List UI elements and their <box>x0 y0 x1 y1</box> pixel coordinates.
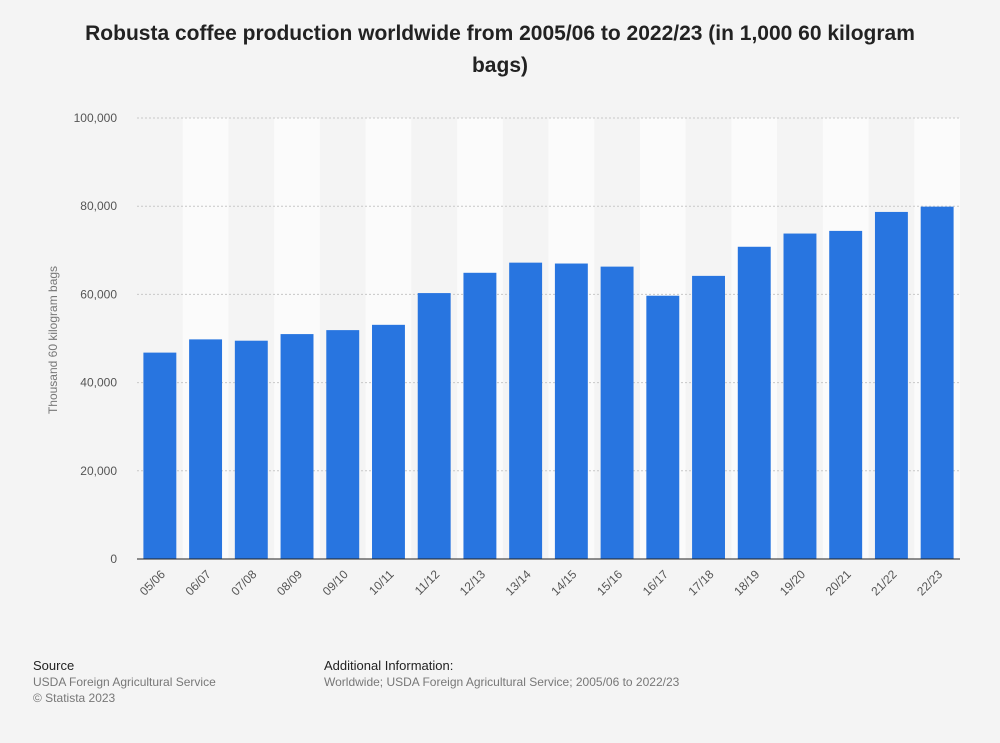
x-tick-13/14: 13/14 <box>503 567 534 598</box>
bars <box>143 206 954 560</box>
chart-title: Robusta coffee production worldwide from… <box>85 22 915 77</box>
bar-14/15[interactable] <box>554 263 588 559</box>
bar-16/17[interactable] <box>646 295 680 559</box>
bar-21/22[interactable] <box>874 211 908 560</box>
x-tick-15/16: 15/16 <box>594 567 625 598</box>
x-tick-10/11: 10/11 <box>366 567 397 598</box>
y-tick-0: 0 <box>110 552 117 566</box>
bar-08/09[interactable] <box>280 334 314 559</box>
x-tick-09/10: 09/10 <box>320 567 351 598</box>
bar-13/14[interactable] <box>509 262 543 559</box>
bar-06/07[interactable] <box>189 339 223 559</box>
y-tick-20000: 20,000 <box>80 464 117 478</box>
x-tick-12/13: 12/13 <box>457 567 488 598</box>
bar-17/18[interactable] <box>692 275 725 559</box>
bar-11/12[interactable] <box>417 293 451 559</box>
bar-09/10[interactable] <box>326 330 360 559</box>
additional-info-heading: Additional Information: <box>324 658 454 673</box>
bar-22/23[interactable] <box>920 206 954 560</box>
x-tick-19/20: 19/20 <box>777 567 808 598</box>
y-tick-labels: 0 20,000 40,000 60,000 80,000 100,000 <box>74 111 118 566</box>
bar-20/21[interactable] <box>829 230 863 559</box>
bar-18/19[interactable] <box>737 246 771 559</box>
bar-19/20[interactable] <box>783 233 817 560</box>
copyright-line[interactable]: © Statista 2023 <box>33 691 116 705</box>
source-block: Source USDA Foreign Agricultural Service… <box>33 658 216 706</box>
bar-07/08[interactable] <box>234 340 268 559</box>
x-tick-07/08: 07/08 <box>228 567 259 598</box>
y-tick-60000: 60,000 <box>80 287 117 301</box>
x-tick-22/23: 22/23 <box>914 567 945 598</box>
x-tick-08/09: 08/09 <box>274 567 305 598</box>
x-tick-18/19: 18/19 <box>731 567 762 598</box>
y-tick-40000: 40,000 <box>80 376 117 390</box>
x-tick-05/06: 05/06 <box>137 567 168 598</box>
x-tick-20/21: 20/21 <box>823 567 854 598</box>
bar-15/16[interactable] <box>600 266 634 559</box>
additional-info-block: Additional Information: Worldwide; USDA … <box>324 658 679 690</box>
y-tick-100000: 100,000 <box>74 111 118 125</box>
x-tick-labels: 05/06 06/07 07/08 08/09 09/10 10/11 11/12 12/13… <box>137 567 946 598</box>
x-tick-16/17: 16/17 <box>640 567 671 598</box>
x-tick-17/18: 17/18 <box>686 567 717 598</box>
x-tick-21/22: 21/22 <box>868 567 899 598</box>
bar-12/13[interactable] <box>463 272 497 559</box>
gridlines <box>137 117 960 472</box>
x-tick-11/12: 11/12 <box>412 567 443 598</box>
y-tick-80000: 80,000 <box>80 199 117 213</box>
x-tick-06/07: 06/07 <box>183 567 214 598</box>
additional-info-line: Worldwide; USDA Foreign Agricultural Ser… <box>324 675 680 689</box>
source-line[interactable]: USDA Foreign Agricultural Service <box>33 675 216 689</box>
bar-05/06[interactable] <box>143 352 177 559</box>
bar-10/11[interactable] <box>372 324 405 559</box>
x-tick-14/15: 14/15 <box>548 567 579 598</box>
y-axis-label: Thousand 60 kilogram bags <box>46 266 60 414</box>
source-heading: Source <box>33 658 75 673</box>
